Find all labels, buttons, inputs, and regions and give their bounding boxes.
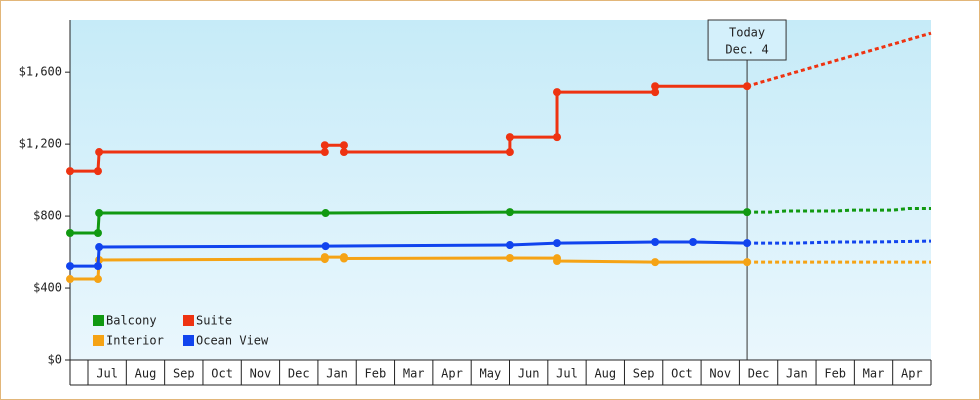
point <box>320 148 329 157</box>
legend-label: Suite <box>196 314 232 328</box>
x-tick-label: May <box>480 367 502 381</box>
y-tick-label: $0 <box>48 353 62 367</box>
x-tick-label: Mar <box>403 367 425 381</box>
legend-label: Interior <box>106 334 164 348</box>
point <box>95 243 104 252</box>
series-line <box>70 210 748 235</box>
x-tick-label: Sep <box>633 367 655 381</box>
point <box>651 82 660 91</box>
forecast-line <box>746 31 932 88</box>
point <box>321 242 330 251</box>
point <box>553 133 562 142</box>
point <box>95 209 104 218</box>
point <box>743 208 752 217</box>
legend-swatch <box>93 335 104 346</box>
y-tick-label: $800 <box>33 209 62 223</box>
point <box>339 148 348 157</box>
point <box>651 237 660 246</box>
x-tick-label: Oct <box>211 367 233 381</box>
today-label: Today <box>729 26 765 40</box>
point <box>339 141 348 150</box>
x-tick-label: Dec <box>748 367 770 381</box>
x-tick-label: Jan <box>786 367 808 381</box>
point <box>505 133 514 142</box>
point <box>93 262 102 271</box>
point <box>553 257 562 266</box>
point <box>505 208 514 217</box>
legend-swatch <box>93 315 104 326</box>
today-box <box>707 19 787 61</box>
point <box>93 228 102 237</box>
point <box>743 258 752 267</box>
point <box>320 141 329 150</box>
x-tick-label: Jul <box>96 367 118 381</box>
x-tick-label: Jun <box>518 367 540 381</box>
x-tick-label: Jul <box>556 367 578 381</box>
today-label: Dec. 4 <box>725 43 768 57</box>
x-tick-label: Mar <box>863 367 885 381</box>
legend-label: Ocean View <box>196 334 269 348</box>
point <box>66 275 74 284</box>
y-tick-label: $1,600 <box>19 65 62 79</box>
y-tick-label: $400 <box>33 281 62 295</box>
point <box>651 258 660 267</box>
x-tick-label: Apr <box>901 367 923 381</box>
x-tick-label: Aug <box>135 367 157 381</box>
point <box>689 237 698 246</box>
point <box>553 88 562 97</box>
series-line <box>70 84 748 173</box>
legend-swatch <box>183 335 194 346</box>
x-tick-label: Feb <box>365 367 387 381</box>
point <box>743 82 752 91</box>
point <box>93 167 102 176</box>
point <box>505 148 514 157</box>
x-tick-label: Nov <box>709 367 731 381</box>
legend-label: Balcony <box>106 314 157 328</box>
point <box>66 262 74 271</box>
x-tick-label: Sep <box>173 367 195 381</box>
y-tick-label: $1,200 <box>19 137 62 151</box>
point <box>505 241 514 250</box>
point <box>66 167 74 176</box>
point <box>66 228 74 237</box>
point <box>95 148 104 157</box>
point <box>651 88 660 97</box>
x-tick-label: Apr <box>441 367 463 381</box>
point <box>553 239 562 248</box>
point <box>505 254 514 262</box>
x-tick-label: Jan <box>326 367 348 381</box>
x-tick-label: Dec <box>288 367 310 381</box>
point <box>339 254 348 263</box>
legend-swatch <box>183 315 194 326</box>
x-tick-label: Oct <box>671 367 693 381</box>
point <box>320 253 329 262</box>
x-tick-label: Aug <box>594 367 616 381</box>
point <box>743 239 752 248</box>
point <box>321 209 330 218</box>
point <box>93 275 102 284</box>
plot-area <box>70 20 931 360</box>
x-tick-label: Nov <box>250 367 272 381</box>
x-tick-label: Feb <box>824 367 846 381</box>
